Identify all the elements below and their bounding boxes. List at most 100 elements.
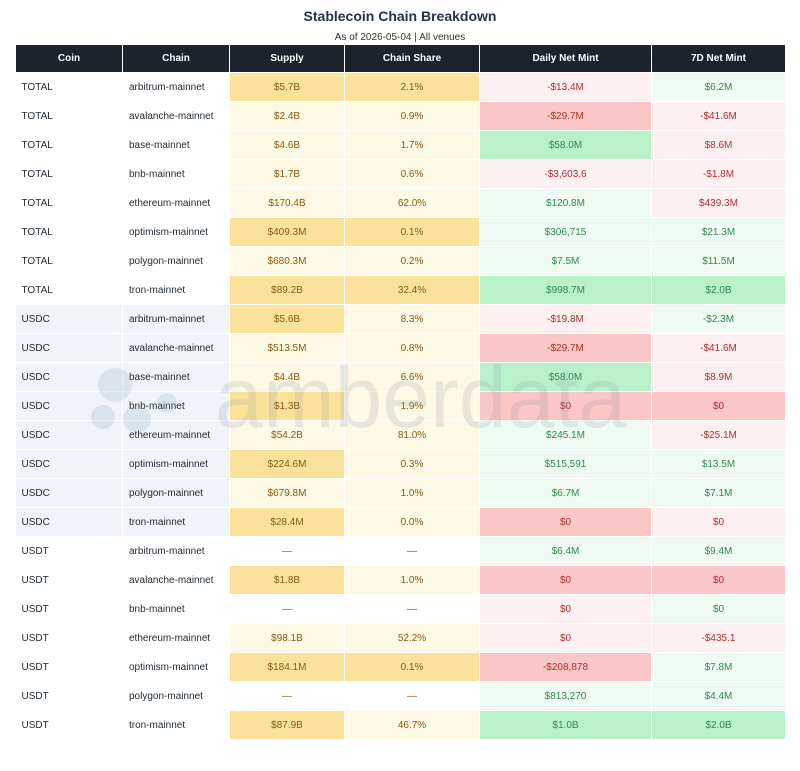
cell-chain-share: 52.2% (344, 623, 480, 653)
cell-chain: ethereum-mainnet (122, 420, 230, 450)
cell-daily-net-mint: $245.1M (479, 420, 652, 450)
table-row: USDC avalanche-mainnet $513.5M 0.8% -$29.7M -… (15, 333, 786, 363)
cell-chain: avalanche-mainnet (122, 565, 230, 595)
cell-coin: USDC (15, 333, 123, 363)
cell-supply: $680.3M (229, 246, 345, 276)
cell-supply: $679.8M (229, 478, 345, 508)
table-row: USDC base-mainnet $4.4B 6.6% $58.0M $8.9M (15, 362, 786, 392)
cell-7d-net-mint: $0 (651, 507, 786, 537)
cell-7d-net-mint: $11.5M (651, 246, 786, 276)
cell-supply: $4.4B (229, 362, 345, 392)
cell-chain: arbitrum-mainnet (122, 536, 230, 566)
cell-chain: arbitrum-mainnet (122, 72, 230, 102)
cell-daily-net-mint: $6.7M (479, 478, 652, 508)
table-row: TOTAL avalanche-mainnet $2.4B 0.9% -$29.7M -$… (15, 101, 786, 131)
cell-7d-net-mint: -$2.3M (651, 304, 786, 334)
table-row: USDT tron-mainnet $87.9B 46.7% $1.0B $2.0B (15, 710, 786, 740)
cell-chain-share: 1.7% (344, 130, 480, 160)
cell-daily-net-mint: -$29.7M (479, 101, 652, 131)
cell-chain-share: 81.0% (344, 420, 480, 450)
cell-chain: bnb-mainnet (122, 391, 230, 421)
cell-supply: $1.3B (229, 391, 345, 421)
cell-chain: ethereum-mainnet (122, 188, 230, 218)
cell-chain-share: 0.1% (344, 217, 480, 247)
cell-coin: USDC (15, 304, 123, 334)
cell-chain-share: 0.3% (344, 449, 480, 479)
header-row: Coin Chain Supply Chain Share Daily Net … (15, 44, 786, 73)
table-row: TOTAL bnb-mainnet $1.7B 0.6% -$3,603.6 -$1.8M (15, 159, 786, 189)
column-header-daily-net-mint: Daily Net Mint (479, 44, 652, 73)
cell-7d-net-mint: $2.0B (651, 710, 786, 740)
cell-daily-net-mint: $7.5M (479, 246, 652, 276)
cell-chain-share: 0.1% (344, 652, 480, 682)
cell-chain-share: 6.6% (344, 362, 480, 392)
cell-chain: avalanche-mainnet (122, 333, 230, 363)
cell-supply: $1.8B (229, 565, 345, 595)
cell-supply: $513.5M (229, 333, 345, 363)
cell-chain-share: 0.2% (344, 246, 480, 276)
cell-daily-net-mint: $306,715 (479, 217, 652, 247)
cell-daily-net-mint: $0 (479, 391, 652, 421)
cell-chain: base-mainnet (122, 362, 230, 392)
cell-supply: — (229, 594, 345, 624)
cell-supply: $28.4M (229, 507, 345, 537)
cell-7d-net-mint: $8.6M (651, 130, 786, 160)
table-row: TOTAL polygon-mainnet $680.3M 0.2% $7.5M $11.… (15, 246, 786, 276)
cell-chain-share: 0.9% (344, 101, 480, 131)
cell-coin: TOTAL (15, 72, 123, 102)
table-row: USDC tron-mainnet $28.4M 0.0% $0 $0 (15, 507, 786, 537)
table-row: USDT ethereum-mainnet $98.1B 52.2% $0 -$435.1 (15, 623, 786, 653)
cell-supply: $5.6B (229, 304, 345, 334)
cell-daily-net-mint: $120.8M (479, 188, 652, 218)
cell-chain-share: — (344, 594, 480, 624)
cell-7d-net-mint: -$435.1 (651, 623, 786, 653)
cell-coin: USDT (15, 594, 123, 624)
cell-supply: $224.6M (229, 449, 345, 479)
cell-supply: $170.4B (229, 188, 345, 218)
cell-7d-net-mint: -$41.6M (651, 333, 786, 363)
cell-chain-share: 1.0% (344, 478, 480, 508)
cell-supply: $184.1M (229, 652, 345, 682)
table-row: USDT avalanche-mainnet $1.8B 1.0% $0 $0 (15, 565, 786, 595)
cell-daily-net-mint: $0 (479, 623, 652, 653)
cell-chain: tron-mainnet (122, 507, 230, 537)
cell-daily-net-mint: $6.4M (479, 536, 652, 566)
table-row: TOTAL arbitrum-mainnet $5.7B 2.1% -$13.4M $6.… (15, 72, 786, 102)
cell-supply: $409.3M (229, 217, 345, 247)
cell-supply: $5.7B (229, 72, 345, 102)
table-body: TOTAL arbitrum-mainnet $5.7B 2.1% -$13.4M $6.… (15, 72, 786, 740)
table-row: USDT polygon-mainnet — — $813,270 $4.4M (15, 681, 786, 711)
cell-chain-share: 46.7% (344, 710, 480, 740)
table-row: TOTAL tron-mainnet $89.2B 32.4% $998.7M $2.0B (15, 275, 786, 305)
cell-supply: $87.9B (229, 710, 345, 740)
column-header-7d-net-mint: 7D Net Mint (651, 44, 786, 73)
column-header-coin: Coin (15, 44, 123, 73)
chart-title: Stablecoin Chain Breakdown (303, 8, 497, 24)
table-row: USDC optimism-mainnet $224.6M 0.3% $515,591 $… (15, 449, 786, 479)
cell-daily-net-mint: $0 (479, 565, 652, 595)
cell-chain: optimism-mainnet (122, 217, 230, 247)
cell-coin: USDC (15, 420, 123, 450)
cell-chain-share: 2.1% (344, 72, 480, 102)
cell-coin: USDT (15, 536, 123, 566)
cell-chain: arbitrum-mainnet (122, 304, 230, 334)
cell-coin: USDC (15, 478, 123, 508)
table-row: TOTAL optimism-mainnet $409.3M 0.1% $306,715… (15, 217, 786, 247)
cell-chain: avalanche-mainnet (122, 101, 230, 131)
cell-chain-share: 0.6% (344, 159, 480, 189)
cell-daily-net-mint: -$19.8M (479, 304, 652, 334)
cell-supply: — (229, 536, 345, 566)
cell-chain: polygon-mainnet (122, 681, 230, 711)
cell-7d-net-mint: $21.3M (651, 217, 786, 247)
cell-coin: TOTAL (15, 159, 123, 189)
cell-coin: USDT (15, 710, 123, 740)
cell-chain-share: 1.9% (344, 391, 480, 421)
cell-7d-net-mint: $8.9M (651, 362, 786, 392)
table-row: USDC arbitrum-mainnet $5.6B 8.3% -$19.8M -$2.… (15, 304, 786, 334)
cell-chain: ethereum-mainnet (122, 623, 230, 653)
cell-coin: TOTAL (15, 130, 123, 160)
cell-coin: TOTAL (15, 188, 123, 218)
cell-supply: $1.7B (229, 159, 345, 189)
cell-supply: $4.6B (229, 130, 345, 160)
cell-coin: USDC (15, 362, 123, 392)
